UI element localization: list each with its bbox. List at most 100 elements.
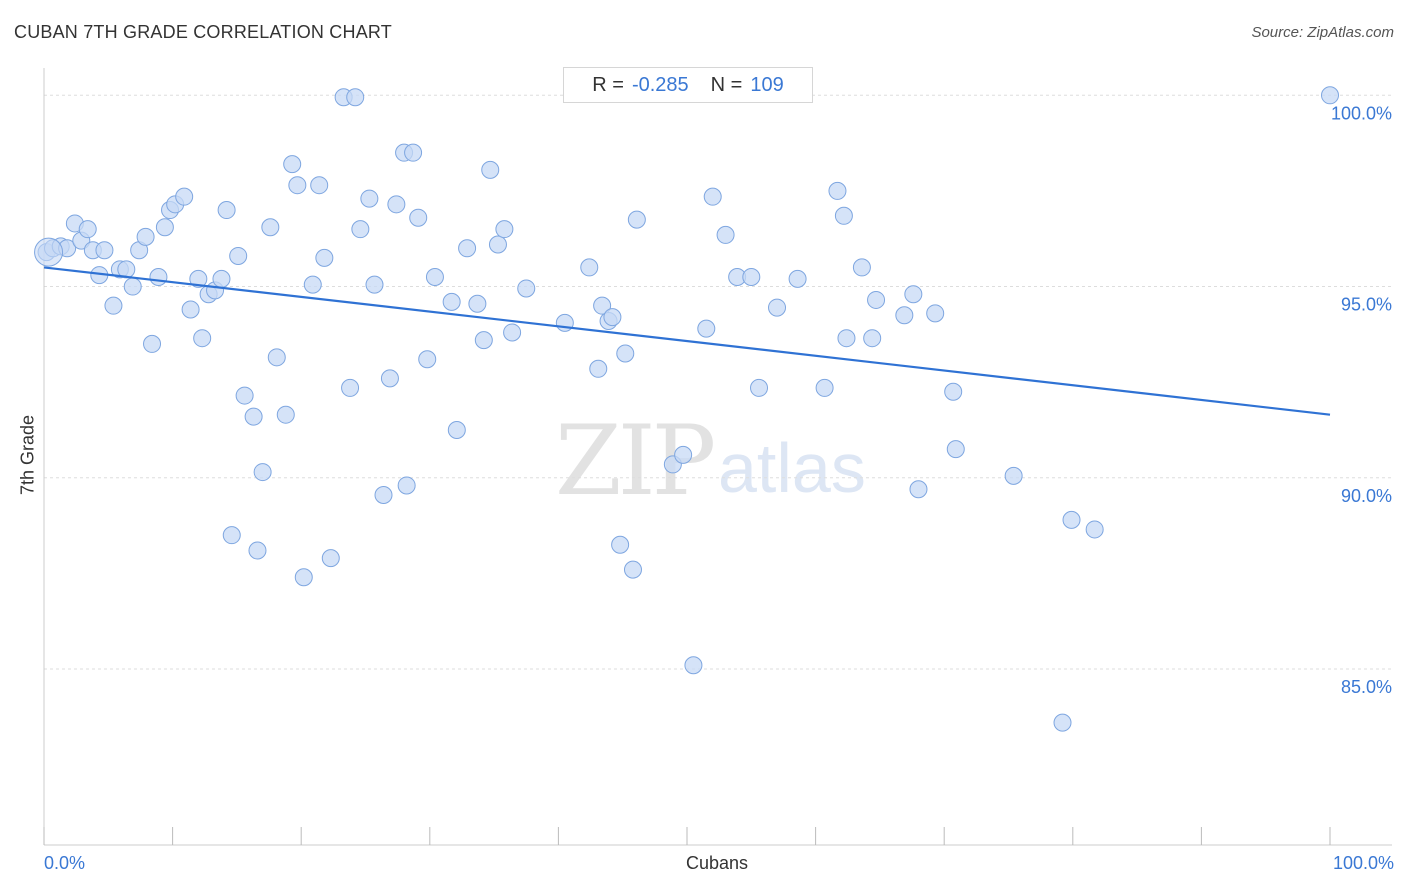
data-point [1321, 86, 1339, 105]
y-tick-label: 100.0% [1331, 103, 1392, 123]
data-point [288, 176, 307, 195]
data-point [852, 258, 871, 277]
data-point [175, 187, 194, 206]
data-point [123, 277, 142, 296]
data-point [580, 258, 599, 277]
chart-title: CUBAN 7TH GRADE CORRELATION CHART [14, 22, 392, 42]
data-point [627, 210, 646, 229]
data-point [458, 239, 477, 258]
data-point [697, 319, 716, 338]
data-point [229, 246, 248, 265]
data-point [380, 369, 399, 388]
data-point [181, 300, 200, 319]
data-point [837, 329, 856, 348]
data-point [909, 480, 928, 499]
data-point [517, 279, 536, 298]
data-point [104, 296, 123, 315]
y-tick-label: 95.0% [1341, 295, 1392, 315]
data-point [623, 560, 642, 579]
data-point [481, 160, 500, 179]
data-point [315, 248, 334, 267]
data-point [828, 181, 847, 200]
data-point [346, 88, 365, 107]
data-point [750, 378, 769, 397]
data-point [674, 445, 693, 464]
data-point [768, 298, 787, 317]
data-point [95, 241, 114, 260]
data-point [447, 420, 466, 439]
data-point [149, 267, 168, 286]
data-point [703, 187, 722, 206]
data-point [593, 296, 612, 315]
data-point [589, 359, 608, 378]
data-point [217, 201, 236, 220]
x-tick-max: 100.0% [1332, 853, 1394, 873]
data-point [244, 407, 263, 426]
n-value: 109 [750, 73, 784, 96]
data-point [235, 386, 254, 405]
data-point [863, 329, 882, 348]
data-point [136, 227, 155, 246]
stats-box: R = -0.285 N = 109 [563, 67, 813, 103]
data-point [503, 323, 522, 342]
n-label: N = [710, 73, 743, 96]
trend-line [43, 266, 1331, 416]
data-point [418, 350, 437, 369]
data-point [468, 294, 487, 313]
data-point [815, 378, 834, 397]
x-axis-label: Cubans [685, 853, 749, 873]
data-point [155, 218, 174, 237]
data-point [834, 206, 853, 225]
data-point [742, 267, 761, 286]
data-point [143, 334, 162, 353]
r-label: R = [592, 73, 624, 96]
y-tick-label: 90.0% [1341, 486, 1392, 506]
data-point [603, 308, 622, 327]
data-point [222, 526, 241, 545]
data-point [442, 292, 461, 311]
source-label: Source: ZipAtlas.com [1251, 24, 1394, 41]
data-point [895, 306, 914, 325]
data-point [684, 656, 703, 675]
data-point [904, 285, 923, 304]
data-point [611, 535, 630, 554]
data-point [474, 331, 493, 350]
y-axis-label: 7th Grade [17, 414, 38, 496]
data-point [1085, 520, 1104, 539]
data-point [261, 218, 280, 237]
data-point [351, 220, 370, 239]
data-point [294, 568, 313, 587]
data-point [425, 267, 444, 286]
data-point [788, 269, 807, 288]
data-point [409, 208, 428, 227]
data-point [495, 220, 514, 239]
data-point [944, 382, 963, 401]
data-point [360, 189, 379, 208]
r-value: -0.285 [631, 73, 689, 96]
data-point [267, 348, 286, 367]
data-point [926, 304, 945, 323]
data-point [253, 463, 272, 482]
data-point [867, 290, 886, 309]
data-point [404, 143, 423, 162]
data-point [1053, 713, 1072, 732]
y-tick-label: 85.0% [1341, 677, 1392, 697]
data-point [616, 344, 635, 363]
data-point [1004, 466, 1023, 485]
data-point-cluster [34, 237, 64, 267]
data-point [374, 486, 393, 505]
data-point [212, 269, 231, 288]
data-point [303, 275, 322, 294]
data-point [189, 269, 208, 288]
data-point [716, 225, 735, 244]
data-point [310, 176, 329, 195]
x-tick-min: 0.0% [44, 853, 86, 873]
data-point [387, 195, 406, 214]
data-point [397, 476, 416, 495]
data-point [78, 220, 97, 239]
data-point [248, 541, 267, 560]
data-point [276, 405, 295, 424]
data-point [321, 549, 340, 568]
watermark-atlas: atlas [718, 429, 866, 507]
